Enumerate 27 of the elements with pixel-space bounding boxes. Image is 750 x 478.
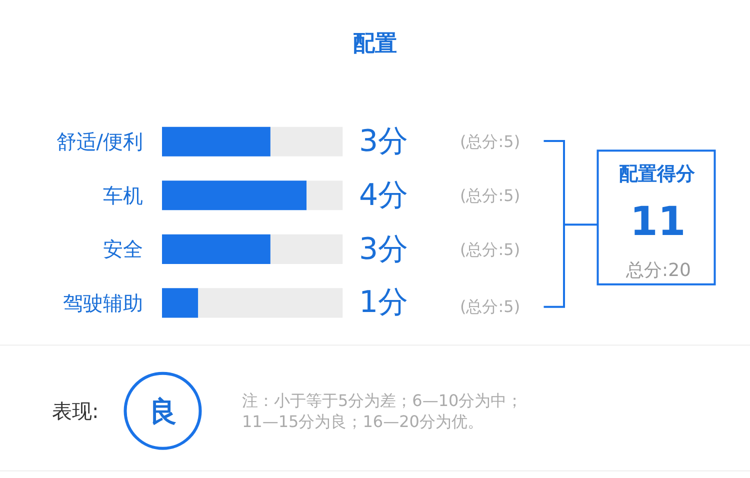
bar [162,234,270,264]
text: 11 [630,199,686,245]
y-tick-label: 舒适/便利 [56,130,143,154]
bar [162,126,270,156]
text: 注：小于等于5分为差；6—10分为中； 11—15分为良；16—20分为优。 [242,391,523,431]
bar [198,288,343,318]
text: 良 [149,395,177,428]
text: (总分:5) [460,132,520,151]
text: (总分:5) [460,186,520,205]
y-tick-label: 驾驶辅助 [63,290,143,315]
text: 表现: [52,399,99,423]
bar [162,180,307,210]
data-label: 4分 [359,178,408,213]
bar [270,234,343,264]
text: (总分:5) [460,297,520,316]
y-tick-label: 安全 [103,237,143,262]
bar [270,126,343,156]
y-tick-label: 车机 [103,183,143,208]
bar [162,288,198,318]
text: (总分:5) [460,240,520,259]
text: 配置得分 [619,163,696,185]
bar [306,180,343,210]
chart-title: 配置 [353,32,397,57]
text: 总分:20 [625,260,691,281]
data-label: 3分 [359,232,408,267]
data-label: 3分 [359,124,408,159]
data-label: 1分 [359,285,408,320]
